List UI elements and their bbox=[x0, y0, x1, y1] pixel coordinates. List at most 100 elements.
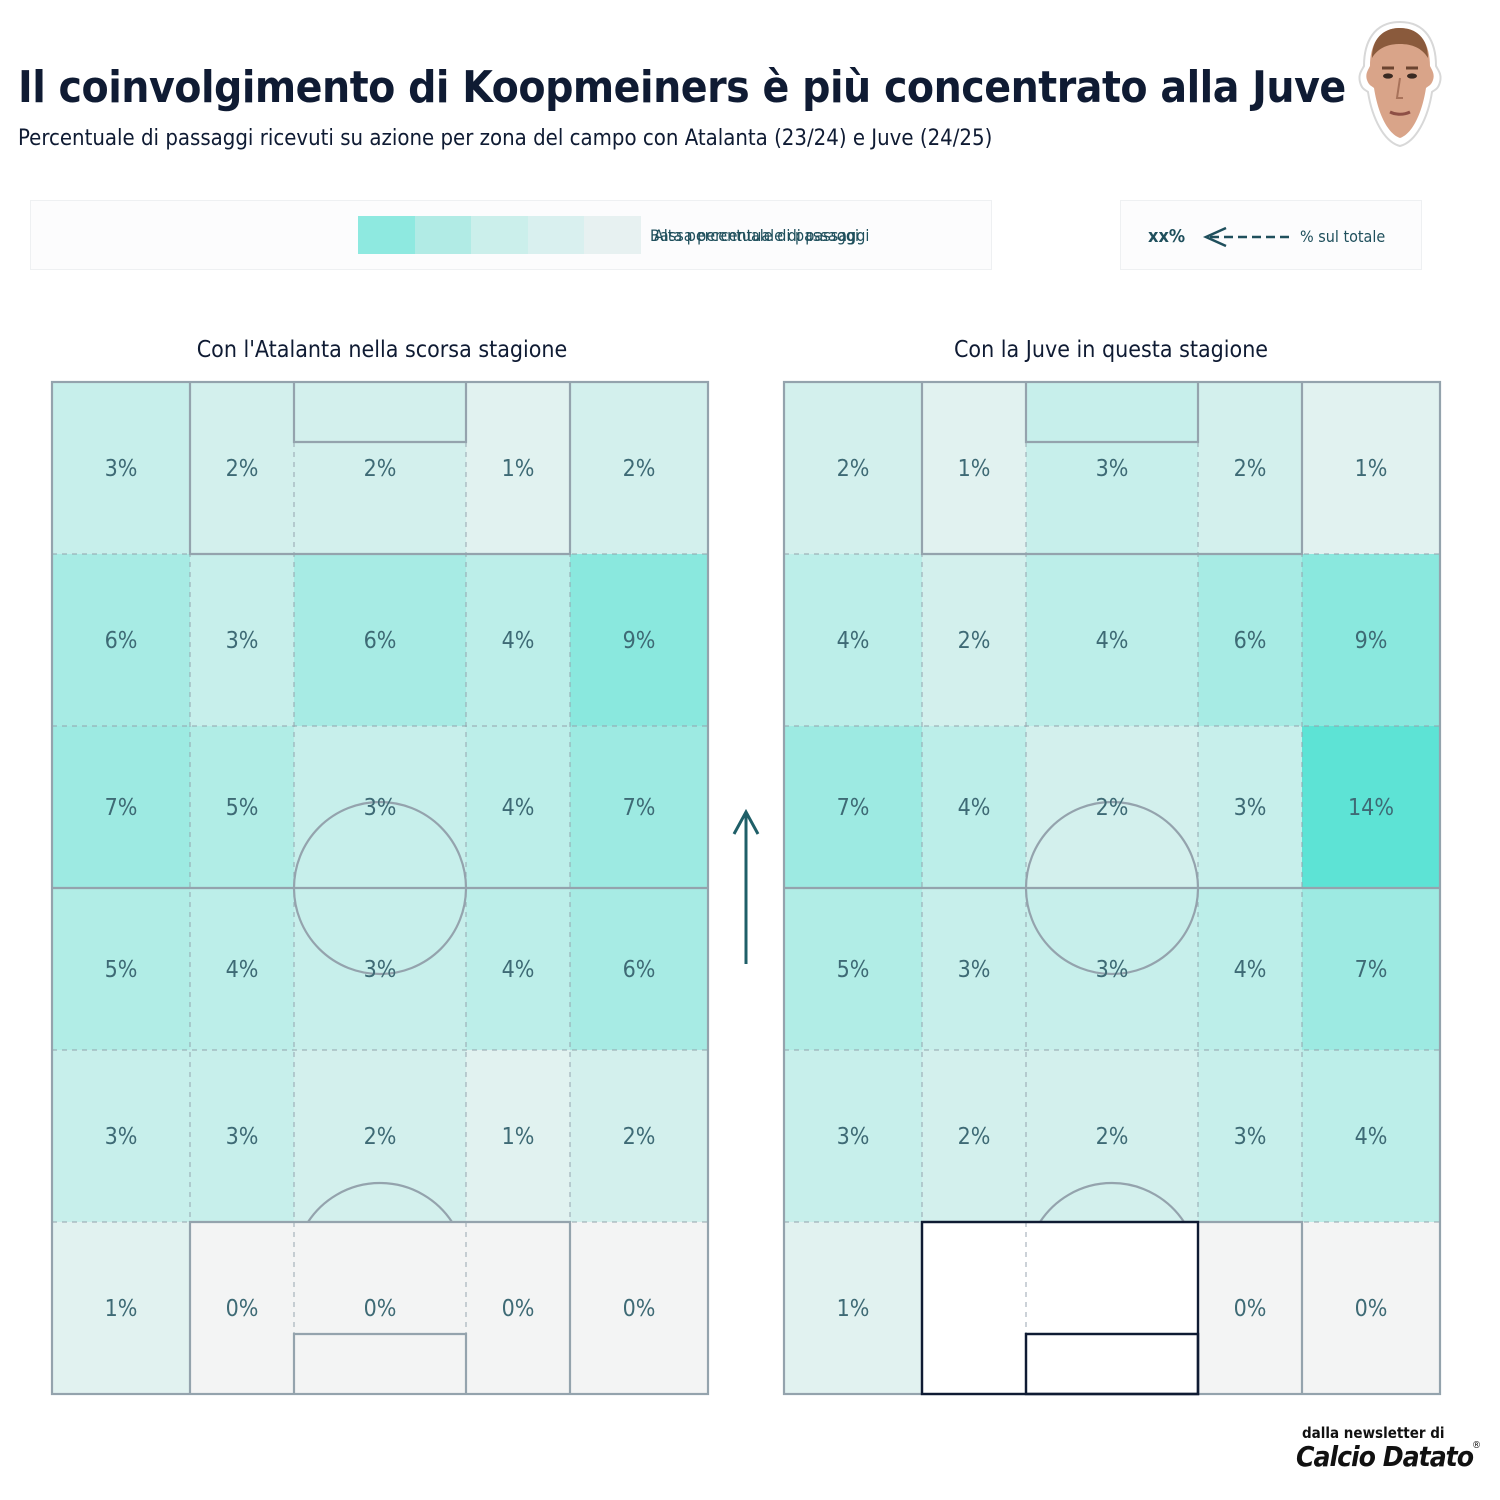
heatmap-cell bbox=[922, 382, 1026, 554]
cell-value-label: 2% bbox=[1234, 456, 1267, 482]
cell-value-label: 3% bbox=[1234, 795, 1267, 821]
heatmap-cell bbox=[52, 554, 190, 726]
pitch-heatmap-atalanta: 3% 2% 2% 1% 2% 6% 3% 6% 4% 9% 7% 5% 3% 4% 7% 5% 4% 3% 4% 6%… bbox=[50, 380, 710, 1396]
heatmap-cell bbox=[466, 888, 570, 1050]
cell-value-label: 9% bbox=[1355, 628, 1388, 654]
pitch-title-atalanta: Con l'Atalanta nella scorsa stagione bbox=[196, 337, 568, 363]
cell-value-label: 3% bbox=[226, 1124, 259, 1150]
penalty-area-top bbox=[920, 382, 1304, 556]
cell-value-label: 1% bbox=[105, 1296, 138, 1322]
cell-value-label: 9% bbox=[623, 628, 656, 654]
cell-value-label: 6% bbox=[105, 628, 138, 654]
cell-value-label: 4% bbox=[502, 795, 535, 821]
cell-value-label: 0% bbox=[1234, 1296, 1267, 1322]
heatmap-cell bbox=[1198, 382, 1302, 554]
pitch-markings bbox=[50, 380, 710, 1396]
heatmap-cell bbox=[1026, 888, 1198, 1050]
heatmap-cell bbox=[784, 888, 922, 1050]
cell-value-label: 6% bbox=[623, 957, 656, 983]
cell-value-label: 3% bbox=[1234, 1124, 1267, 1150]
cell-value-label: 3% bbox=[837, 1124, 870, 1150]
cell-value-label: 7% bbox=[837, 795, 870, 821]
cell-value-label: 2% bbox=[958, 628, 991, 654]
heatmap-cell bbox=[52, 1050, 190, 1222]
heatmap-cell bbox=[294, 1222, 466, 1394]
heatmap-cell bbox=[784, 1222, 922, 1394]
cell-value-label: 3% bbox=[364, 795, 397, 821]
cell-value-label: 6% bbox=[1234, 628, 1267, 654]
heatmap-cell bbox=[922, 726, 1026, 888]
cell-value-label: 2% bbox=[958, 1124, 991, 1150]
cell-value-label: 1% bbox=[837, 1296, 870, 1322]
heatmap-cell bbox=[784, 382, 922, 554]
heatmap-cell bbox=[294, 554, 466, 726]
heatmap-cell bbox=[1302, 554, 1440, 726]
cell-value-label: 1% bbox=[958, 456, 991, 482]
heatmap-cell bbox=[922, 1222, 1026, 1394]
cell-value-label: 2% bbox=[623, 1124, 656, 1150]
empty-zone-outline bbox=[920, 1220, 1200, 1396]
heatmap-cell bbox=[52, 1222, 190, 1394]
heatmap-cell bbox=[1198, 726, 1302, 888]
cell-value-label: 4% bbox=[1096, 628, 1129, 654]
cell-value-label: 3% bbox=[105, 456, 138, 482]
legend-color-scale bbox=[358, 216, 641, 254]
cell-value-label: 2% bbox=[1096, 795, 1129, 821]
cell-value-label: 3% bbox=[1096, 957, 1129, 983]
cell-value-label: 2% bbox=[364, 456, 397, 482]
heatmap-cell bbox=[570, 554, 708, 726]
goal-area-top bbox=[292, 382, 468, 444]
chart-title: Il coinvolgimento di Koopmeiners è più c… bbox=[18, 62, 1346, 113]
heatmap-cell bbox=[190, 1050, 294, 1222]
heatmap-cell bbox=[1198, 1222, 1302, 1394]
heatmap-cell bbox=[1026, 1222, 1198, 1394]
heatmap-cell bbox=[922, 554, 1026, 726]
heatmap-cell bbox=[1026, 726, 1198, 888]
cell-value-label: 3% bbox=[226, 628, 259, 654]
heatmap-cell bbox=[294, 888, 466, 1050]
cell-value-label: 0% bbox=[226, 1296, 259, 1322]
cell-value-label: 5% bbox=[226, 795, 259, 821]
heatmap-cell bbox=[570, 382, 708, 554]
cell-value-label: 2% bbox=[364, 1124, 397, 1150]
chart-subtitle: Percentuale di passaggi ricevuti su azio… bbox=[18, 126, 993, 151]
cell-value-label: 14% bbox=[1348, 795, 1394, 821]
credit-line: dalla newsletter di bbox=[1302, 1424, 1445, 1442]
heatmap-cell bbox=[1198, 554, 1302, 726]
pitch-title-juve: Con la Juve in questa stagione bbox=[953, 337, 1269, 363]
penalty-arc-bottom bbox=[307, 1182, 453, 1223]
value-key-panel bbox=[1120, 200, 1422, 270]
cell-value-label: 4% bbox=[958, 795, 991, 821]
attack-direction-arrow-icon bbox=[732, 808, 760, 964]
cell-value-label: 4% bbox=[226, 957, 259, 983]
heatmap-cell bbox=[466, 1050, 570, 1222]
heatmap-cell bbox=[466, 1222, 570, 1394]
heatmap-cell bbox=[1026, 1050, 1198, 1222]
heatmap-cell bbox=[190, 554, 294, 726]
key-arrow-icon bbox=[1202, 226, 1294, 248]
cell-value-label: 2% bbox=[226, 456, 259, 482]
legend-swatch bbox=[584, 216, 641, 254]
legend-low-label: Bassa percentuale di passaggi bbox=[650, 226, 870, 245]
heatmap-cell bbox=[294, 1050, 466, 1222]
heatmap-cell bbox=[52, 888, 190, 1050]
cell-value-label: 0% bbox=[364, 1296, 397, 1322]
heatmap-cell bbox=[570, 1050, 708, 1222]
heatmap-cell bbox=[570, 1222, 708, 1394]
cell-value-label: 3% bbox=[958, 957, 991, 983]
cell-value-label: 2% bbox=[1096, 1124, 1129, 1150]
cell-value-label: 0% bbox=[1355, 1296, 1388, 1322]
cell-value-label: 1% bbox=[1355, 456, 1388, 482]
heatmap-cell bbox=[784, 554, 922, 726]
heatmap-cell bbox=[190, 888, 294, 1050]
heatmap-cell bbox=[570, 726, 708, 888]
player-avatar-icon bbox=[1358, 20, 1442, 148]
heatmap-cell bbox=[466, 382, 570, 554]
heatmap-cell bbox=[570, 888, 708, 1050]
heatmap-cell bbox=[52, 726, 190, 888]
cell-value-label: 1% bbox=[502, 1124, 535, 1150]
legend-high-label: Alta percentuale di passaggi bbox=[653, 226, 859, 245]
cell-value-label: 4% bbox=[502, 628, 535, 654]
goal-area-top bbox=[1024, 382, 1200, 444]
cell-value-label: 7% bbox=[105, 795, 138, 821]
